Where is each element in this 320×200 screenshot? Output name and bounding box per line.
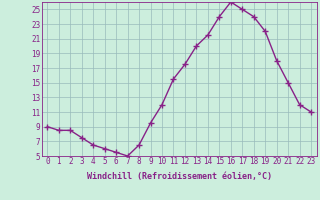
X-axis label: Windchill (Refroidissement éolien,°C): Windchill (Refroidissement éolien,°C) — [87, 172, 272, 181]
